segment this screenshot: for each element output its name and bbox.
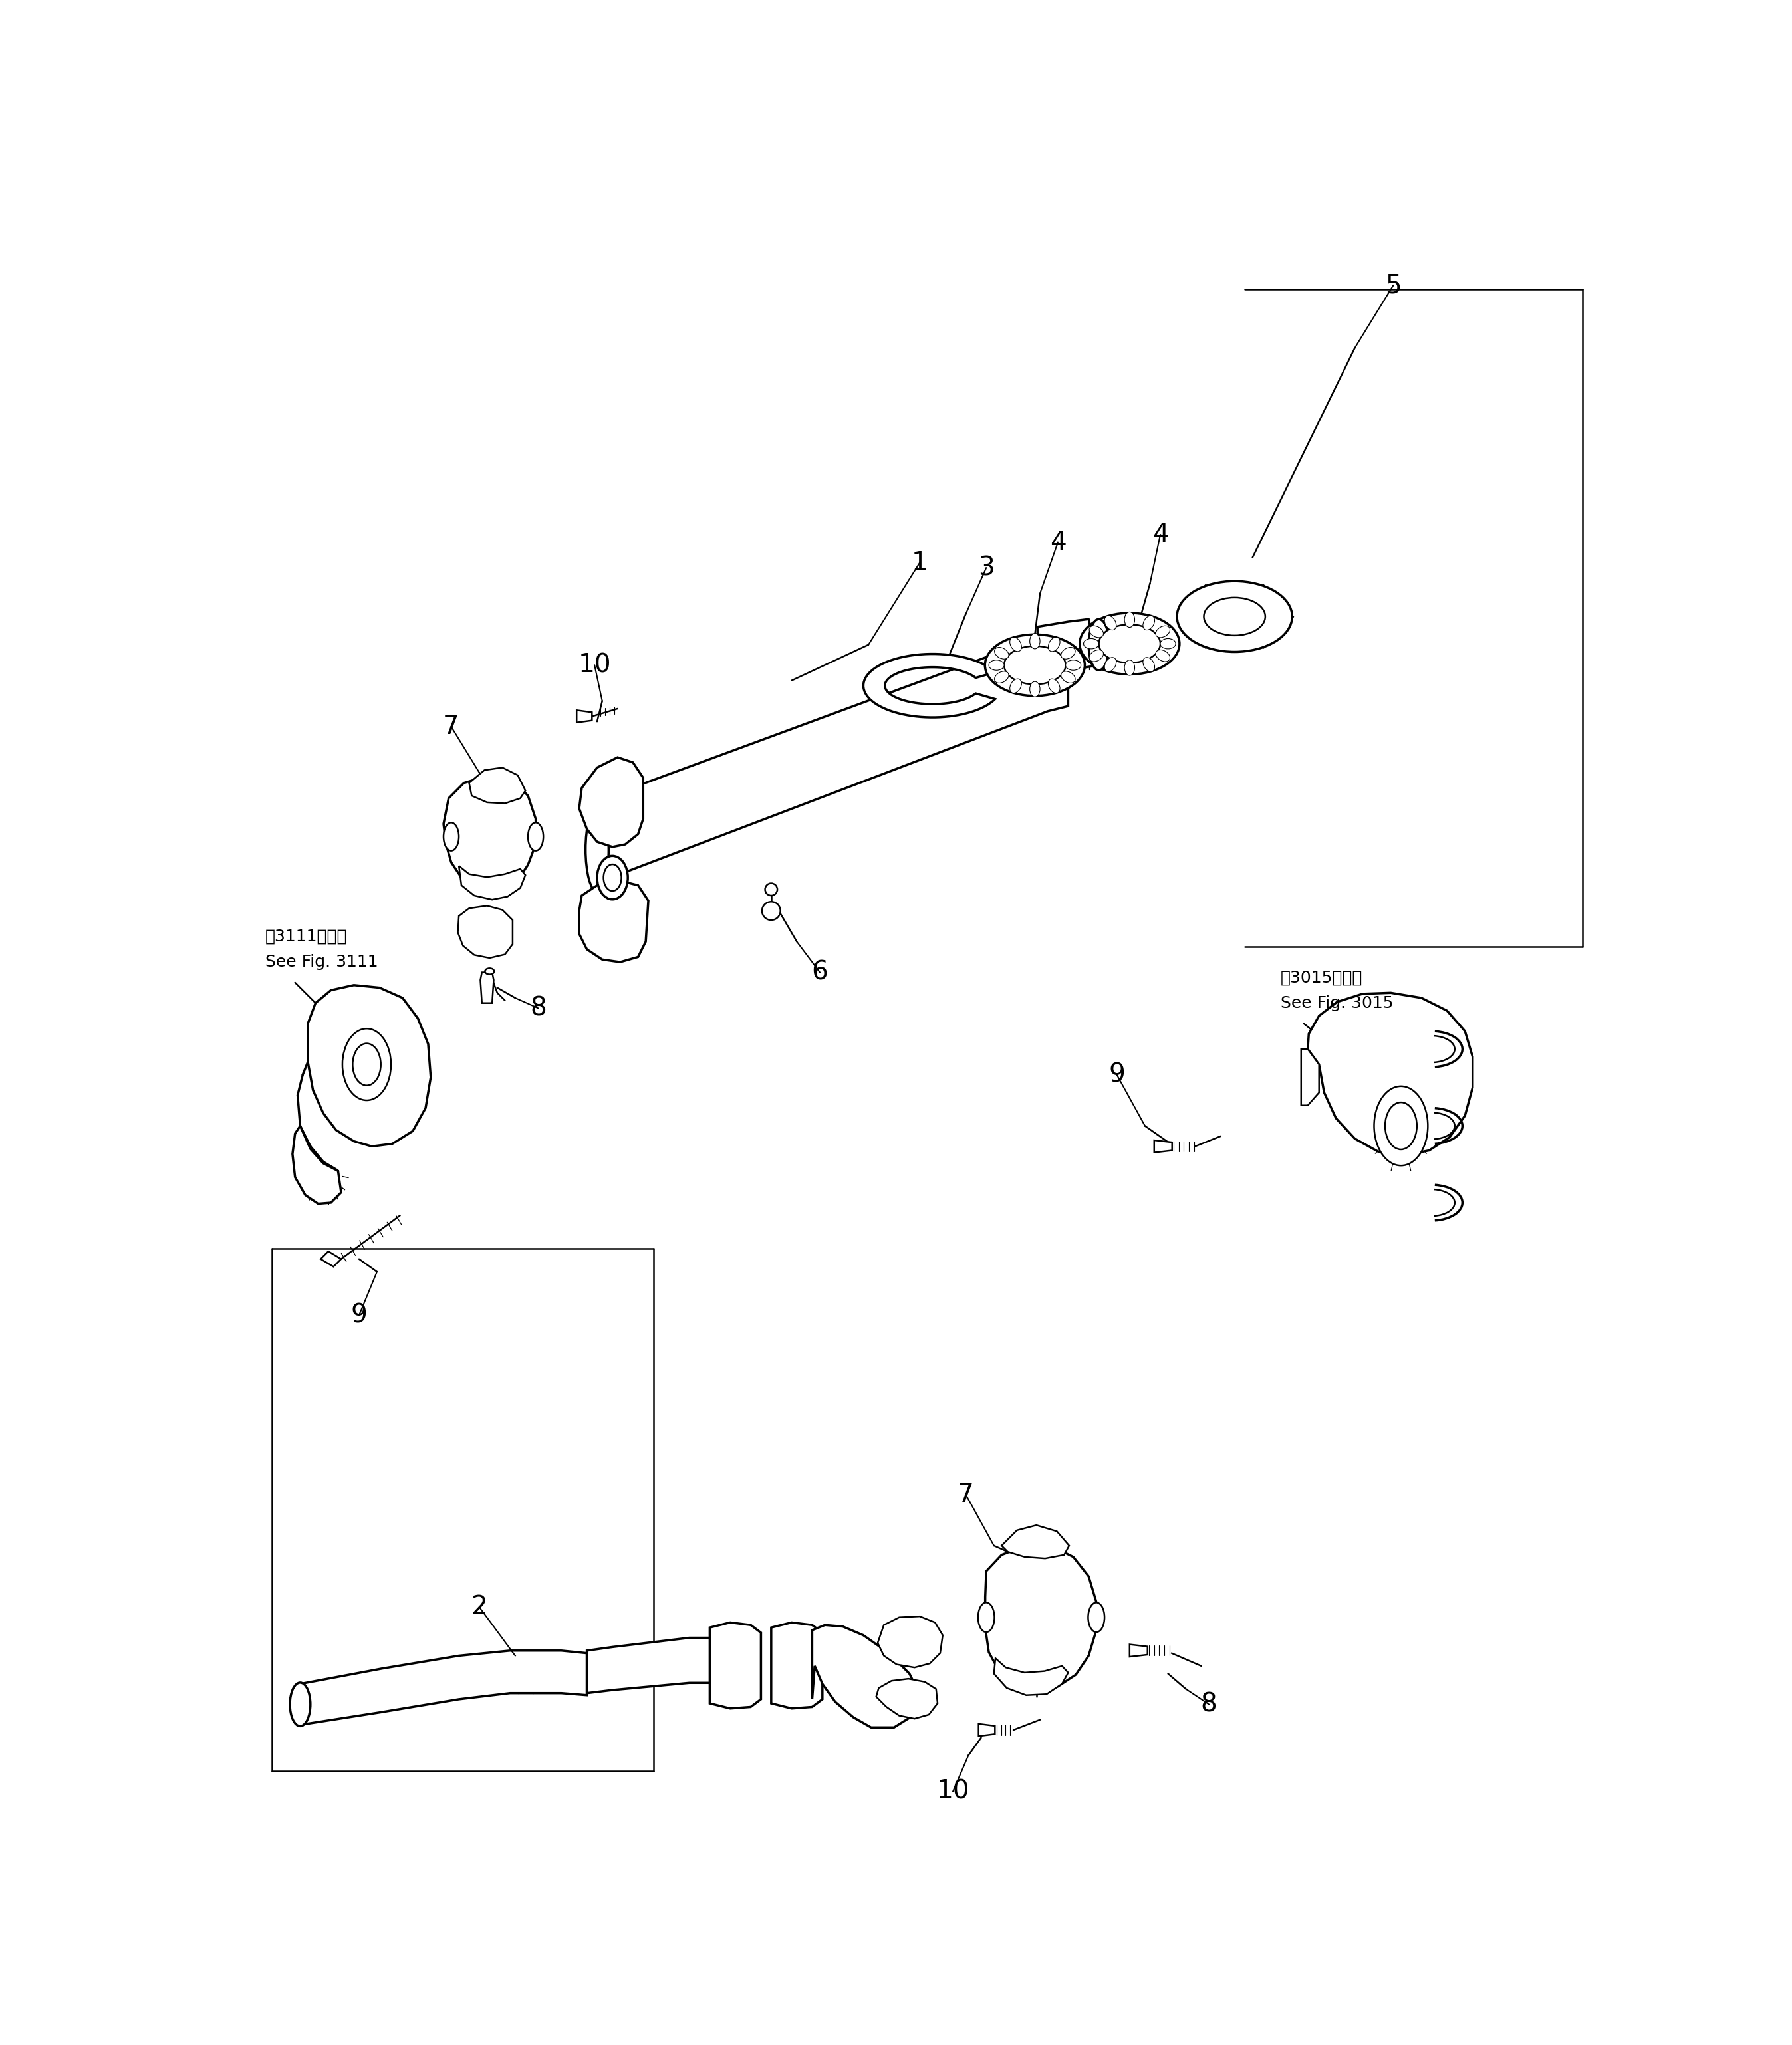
Polygon shape bbox=[586, 1638, 729, 1693]
Polygon shape bbox=[470, 767, 525, 804]
Polygon shape bbox=[978, 1724, 995, 1736]
Polygon shape bbox=[321, 1252, 340, 1266]
Ellipse shape bbox=[1084, 638, 1098, 648]
Ellipse shape bbox=[1011, 679, 1021, 693]
Text: 第3111回参照: 第3111回参照 bbox=[265, 928, 348, 945]
Polygon shape bbox=[1308, 992, 1473, 1155]
Ellipse shape bbox=[989, 661, 1004, 671]
Ellipse shape bbox=[1098, 624, 1159, 663]
Ellipse shape bbox=[1090, 650, 1104, 663]
Ellipse shape bbox=[1090, 626, 1104, 638]
Text: 7: 7 bbox=[957, 1483, 975, 1507]
Text: 8: 8 bbox=[530, 996, 547, 1020]
Polygon shape bbox=[579, 757, 643, 847]
Polygon shape bbox=[878, 1616, 943, 1667]
Ellipse shape bbox=[604, 865, 622, 892]
Ellipse shape bbox=[1385, 1102, 1417, 1149]
Ellipse shape bbox=[1104, 616, 1116, 630]
Circle shape bbox=[762, 902, 780, 920]
Polygon shape bbox=[579, 879, 649, 961]
Polygon shape bbox=[480, 971, 493, 1002]
Ellipse shape bbox=[995, 648, 1009, 658]
Ellipse shape bbox=[1030, 681, 1039, 697]
Text: 3: 3 bbox=[978, 556, 995, 581]
Ellipse shape bbox=[1088, 1603, 1104, 1632]
Ellipse shape bbox=[342, 1029, 391, 1100]
Ellipse shape bbox=[1156, 626, 1170, 638]
Polygon shape bbox=[299, 1650, 586, 1724]
Ellipse shape bbox=[1030, 634, 1039, 648]
Ellipse shape bbox=[597, 857, 627, 900]
Ellipse shape bbox=[1088, 620, 1109, 671]
Polygon shape bbox=[876, 1679, 937, 1718]
Text: 6: 6 bbox=[812, 959, 828, 986]
Polygon shape bbox=[1038, 620, 1098, 675]
Polygon shape bbox=[459, 906, 513, 957]
Ellipse shape bbox=[1011, 638, 1021, 652]
Ellipse shape bbox=[1061, 648, 1075, 658]
Ellipse shape bbox=[1066, 661, 1081, 671]
Ellipse shape bbox=[986, 634, 1084, 695]
Ellipse shape bbox=[1104, 656, 1116, 671]
Ellipse shape bbox=[1079, 613, 1179, 675]
Polygon shape bbox=[864, 654, 995, 718]
Polygon shape bbox=[1129, 1644, 1147, 1656]
Polygon shape bbox=[597, 632, 1068, 890]
Polygon shape bbox=[459, 865, 525, 900]
Text: 5: 5 bbox=[1385, 272, 1401, 299]
Text: 1: 1 bbox=[912, 550, 928, 575]
Text: See Fig. 3111: See Fig. 3111 bbox=[265, 955, 378, 969]
Ellipse shape bbox=[486, 967, 495, 973]
Polygon shape bbox=[443, 775, 536, 892]
Polygon shape bbox=[812, 1626, 919, 1728]
Text: 8: 8 bbox=[1201, 1691, 1217, 1718]
Ellipse shape bbox=[1143, 616, 1154, 630]
Polygon shape bbox=[995, 1658, 1068, 1695]
Circle shape bbox=[765, 883, 778, 896]
Text: 9: 9 bbox=[351, 1303, 367, 1327]
Polygon shape bbox=[1154, 1141, 1172, 1153]
Ellipse shape bbox=[1374, 1086, 1428, 1166]
Ellipse shape bbox=[1124, 611, 1134, 628]
Ellipse shape bbox=[1177, 581, 1292, 652]
Text: 4: 4 bbox=[1152, 521, 1168, 548]
Ellipse shape bbox=[1159, 638, 1176, 648]
Text: 4: 4 bbox=[1050, 530, 1066, 554]
Polygon shape bbox=[710, 1622, 762, 1708]
Text: 第3015回参照: 第3015回参照 bbox=[1281, 969, 1362, 986]
Polygon shape bbox=[986, 1546, 1097, 1689]
Text: 9: 9 bbox=[1109, 1061, 1125, 1088]
Polygon shape bbox=[1301, 1049, 1319, 1106]
Ellipse shape bbox=[1061, 671, 1075, 683]
Polygon shape bbox=[1002, 1526, 1070, 1558]
Ellipse shape bbox=[1048, 638, 1059, 652]
Ellipse shape bbox=[1048, 679, 1059, 693]
Text: 2: 2 bbox=[471, 1595, 487, 1620]
Text: 10: 10 bbox=[937, 1779, 969, 1804]
Ellipse shape bbox=[995, 671, 1009, 683]
Ellipse shape bbox=[290, 1683, 310, 1726]
Polygon shape bbox=[577, 710, 591, 722]
Ellipse shape bbox=[1004, 646, 1066, 685]
Ellipse shape bbox=[353, 1043, 380, 1086]
Ellipse shape bbox=[978, 1603, 995, 1632]
Ellipse shape bbox=[1204, 597, 1265, 636]
Polygon shape bbox=[292, 1127, 340, 1205]
Ellipse shape bbox=[1156, 650, 1170, 663]
Ellipse shape bbox=[444, 822, 459, 851]
Polygon shape bbox=[308, 986, 430, 1147]
Ellipse shape bbox=[529, 822, 543, 851]
Ellipse shape bbox=[1143, 656, 1154, 671]
Text: See Fig. 3015: See Fig. 3015 bbox=[1281, 996, 1394, 1010]
Text: 10: 10 bbox=[579, 652, 611, 677]
Text: 7: 7 bbox=[443, 714, 459, 738]
Ellipse shape bbox=[586, 808, 609, 892]
Ellipse shape bbox=[1124, 661, 1134, 675]
Polygon shape bbox=[771, 1622, 823, 1708]
